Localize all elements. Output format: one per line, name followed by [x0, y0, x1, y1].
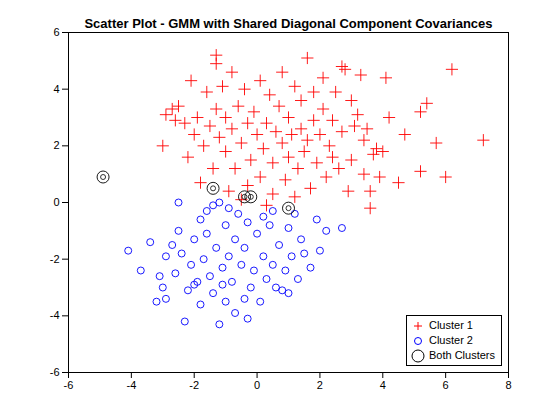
svg-text:4: 4 [380, 379, 386, 391]
svg-text:Scatter Plot - GMM with Shared: Scatter Plot - GMM with Shared Diagonal … [84, 16, 492, 31]
svg-text:4: 4 [53, 83, 59, 95]
svg-text:-4: -4 [50, 309, 60, 321]
svg-text:-4: -4 [126, 379, 136, 391]
html-text:Both Clusters: Both Clusters [429, 349, 495, 361]
svg-text:-6: -6 [64, 379, 74, 391]
svg-text:2: 2 [53, 139, 59, 151]
html-text:Cluster 1: Cluster 1 [429, 319, 473, 331]
svg-text:0: 0 [53, 196, 59, 208]
svg-text:-2: -2 [189, 379, 199, 391]
svg-text:-6: -6 [50, 366, 60, 378]
svg-text:-2: -2 [50, 253, 60, 265]
svg-text:8: 8 [505, 379, 511, 391]
svg-text:6: 6 [443, 379, 449, 391]
svg-text:2: 2 [317, 379, 323, 391]
svg-text:0: 0 [254, 379, 260, 391]
html-text:Cluster 2: Cluster 2 [429, 334, 473, 346]
svg-text:6: 6 [53, 26, 59, 38]
